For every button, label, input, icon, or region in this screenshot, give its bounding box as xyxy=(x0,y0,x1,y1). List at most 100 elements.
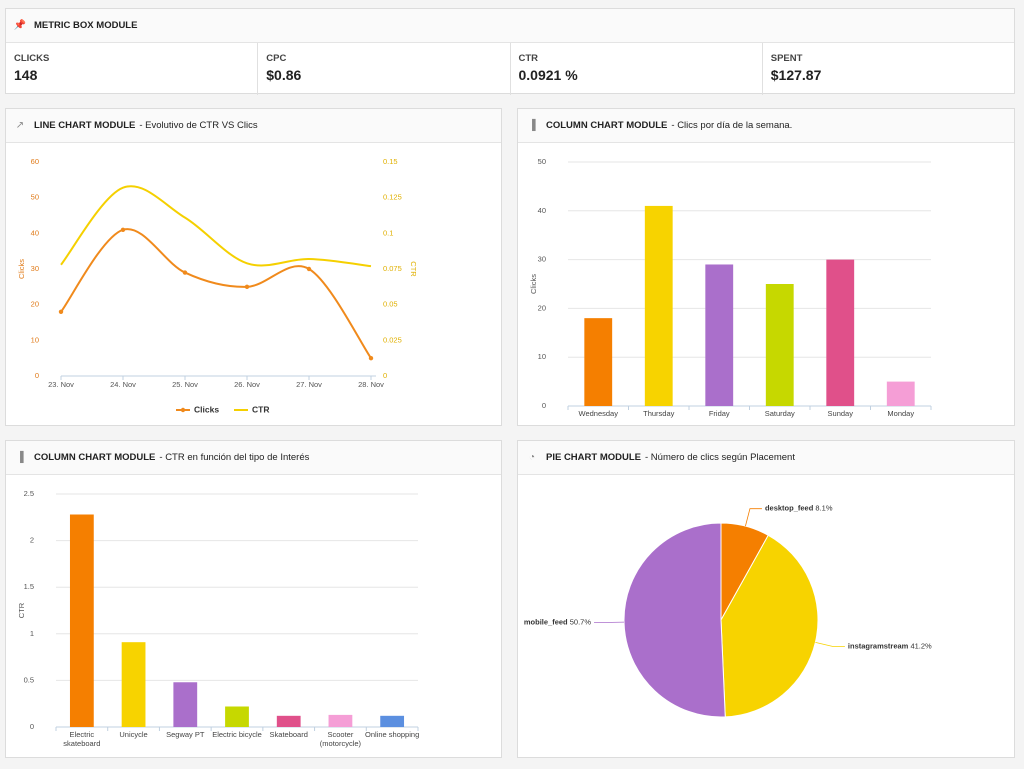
pin-icon: 📌 xyxy=(13,20,27,31)
y-tick-label: 30 xyxy=(538,255,546,264)
metric-label: SPENT xyxy=(770,53,803,64)
y-tick-label: 2.5 xyxy=(24,489,34,498)
slice-name: desktop_feed xyxy=(765,504,814,513)
metric-value: 0.0921 % xyxy=(518,67,578,83)
slice-label: mobile_feed 50.7% xyxy=(524,618,591,627)
y-tick-label: 0.5 xyxy=(24,675,34,684)
x-tick-label: Scooter (motorcycle) xyxy=(319,730,362,748)
bar xyxy=(380,715,405,727)
y-tick-label: 1.5 xyxy=(24,582,34,591)
chart-panel: ▐ COLUMN CHART MODULE - CTR en función del… xyxy=(5,440,502,758)
metric-label: CPC xyxy=(266,53,287,64)
y-tick-label: 1 xyxy=(30,629,34,638)
chart: 0 0.5 1 1.5 2 2.5 CTR xyxy=(17,489,419,731)
y-tick-label: 0 xyxy=(542,401,546,410)
panel-subtitle: - Número de clics según Placement xyxy=(645,452,795,463)
slice-name: instagramstream xyxy=(848,641,909,650)
panel-body: desktop_feed 8.1% instagramstream 41.2% mo… xyxy=(518,475,1014,759)
y-tick-label: 10 xyxy=(31,335,39,344)
chart: 0 10 20 30 40 50 60 Clicks 0 0.025 0.05 0.075 0.1 0.1… xyxy=(17,157,418,414)
x-tick-label: Electric bicycle xyxy=(212,730,262,739)
chart-panel: ▐ COLUMN CHART MODULE - Clics por día de l… xyxy=(517,108,1015,426)
line-marker xyxy=(368,355,374,361)
axis-label: CTR xyxy=(17,602,26,618)
x-tick-label: Online shopping xyxy=(365,730,420,739)
legend-marker xyxy=(180,407,186,413)
x-tick-label: Skateboard xyxy=(269,730,308,739)
bar xyxy=(644,205,673,406)
x-tick-label: Friday xyxy=(708,409,730,418)
x-tick-label: Wednesday xyxy=(578,409,618,418)
bar xyxy=(328,714,353,727)
y-tick-label: 0 xyxy=(383,371,387,380)
bar xyxy=(584,318,613,406)
slice-value: 50.7% xyxy=(570,618,592,627)
slice-label: desktop_feed 8.1% xyxy=(765,504,833,513)
bar xyxy=(276,715,301,727)
y-tick-label: 20 xyxy=(538,303,546,312)
x-tick-label: Unicycle xyxy=(119,730,148,739)
pie-slice xyxy=(623,522,726,718)
y-tick-label: 40 xyxy=(31,228,39,237)
metric: CLICKS 148 xyxy=(6,43,259,95)
slice-value: 8.1% xyxy=(815,504,832,513)
metrics-row: CLICKS 148 CPC $0.86 CTR 0.0921 % SPENT $127.87 xyxy=(6,43,1014,95)
line-marker xyxy=(120,227,126,232)
bar xyxy=(705,264,734,406)
panel-title: METRIC BOX MODULE xyxy=(34,20,138,31)
x-tick-label: 26. Nov xyxy=(234,380,260,389)
axis-label: Clicks xyxy=(17,259,26,279)
chart-icon: ◔ xyxy=(528,452,536,463)
chart: 0 10 20 30 40 50 Clicks xyxy=(529,157,932,410)
x-tick-label: 27. Nov xyxy=(296,380,322,389)
x-tick-label: Electric skateboard xyxy=(63,730,101,748)
y-tick-label: 0.125 xyxy=(383,193,402,202)
panel-subtitle: - Evolutivo de CTR VS Clics xyxy=(139,120,258,131)
chart-icon: ▐ xyxy=(16,452,24,463)
panel-header: ▐ COLUMN CHART MODULE - Clics por día de l… xyxy=(518,109,1014,143)
x-tick-label: Segway PT xyxy=(166,730,205,739)
x-tick-label: Thursday xyxy=(643,409,675,418)
y-tick-label: 0.025 xyxy=(383,335,402,344)
metric-value: $0.86 xyxy=(266,67,302,83)
y-tick-label: 40 xyxy=(538,206,546,215)
slice-label: instagramstream 41.2% xyxy=(848,641,932,650)
panel-header: ▐ COLUMN CHART MODULE - CTR en función del… xyxy=(6,441,501,475)
bar xyxy=(886,381,915,406)
panel-header: ↗ LINE CHART MODULE - Evolutivo de CTR VS … xyxy=(6,109,501,143)
metric-value: 148 xyxy=(14,67,38,83)
pie-slice xyxy=(720,534,819,718)
x-tick-label: Monday xyxy=(887,409,915,418)
panel-title: LINE CHART MODULE xyxy=(34,120,136,131)
label-connector xyxy=(745,508,762,527)
bar xyxy=(121,642,146,727)
bar xyxy=(826,259,855,406)
panel-subtitle: - Clics por día de la semana. xyxy=(671,120,793,131)
bar xyxy=(69,514,94,727)
chart-panel: ◔ PIE CHART MODULE - Número de clics según… xyxy=(517,440,1015,758)
panel-body: 0 0.5 1 1.5 2 2.5 CTR Electric skateboard Unicyc… xyxy=(6,475,501,759)
chart-icon: ↗ xyxy=(15,120,25,131)
panel-header: 📌 METRIC BOX MODULE xyxy=(6,9,1014,43)
y-tick-label: 2 xyxy=(30,536,34,545)
bar xyxy=(173,682,198,727)
panel-body: 0 10 20 30 40 50 Clicks Wednesday Thursday Friday… xyxy=(518,143,1014,427)
line-marker xyxy=(306,266,312,272)
panel-title: PIE CHART MODULE xyxy=(546,452,641,463)
slice-value: 41.2% xyxy=(910,641,932,650)
y-tick-label: 0.1 xyxy=(383,228,393,237)
y-tick-label: 10 xyxy=(538,352,546,361)
metric: SPENT $127.87 xyxy=(763,43,1014,95)
y-tick-label: 0 xyxy=(35,371,39,380)
slice-name: mobile_feed xyxy=(524,618,568,627)
legend-label: Clicks xyxy=(194,404,219,414)
y-tick-label: 0.15 xyxy=(383,157,398,166)
axis-label: CTR xyxy=(409,261,418,277)
metric: CTR 0.0921 % xyxy=(511,43,763,95)
x-tick-label: 28. Nov xyxy=(358,380,384,389)
line-series xyxy=(60,185,372,268)
metric-value: $127.87 xyxy=(770,67,822,83)
y-tick-label: 0 xyxy=(30,722,34,731)
chart-panel: ↗ LINE CHART MODULE - Evolutivo de CTR VS … xyxy=(5,108,502,426)
y-tick-label: 20 xyxy=(31,300,39,309)
